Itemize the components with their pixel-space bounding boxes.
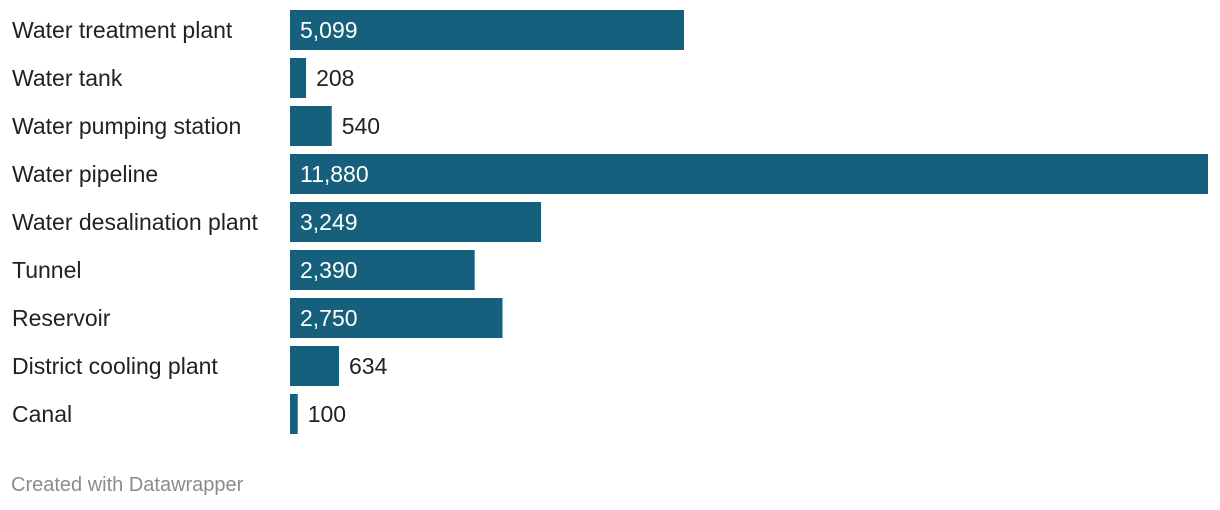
bar-canal [290, 394, 298, 434]
category-label-reservoir: Reservoir [12, 305, 111, 331]
category-label-water-desalination-plant: Water desalination plant [12, 209, 259, 235]
category-label-water-treatment-plant: Water treatment plant [12, 17, 233, 43]
bar-water-pumping-station [290, 106, 332, 146]
datawrapper-credit: Created with Datawrapper [11, 474, 244, 496]
bar-water-pipeline [290, 154, 1208, 194]
value-label-water-tank: 208 [316, 65, 354, 91]
bar-reservoir [290, 298, 503, 338]
value-label-water-treatment-plant: 5,099 [300, 17, 358, 43]
value-label-reservoir: 2,750 [300, 305, 358, 331]
bar-water-desalination-plant [290, 202, 542, 242]
category-label-water-pipeline: Water pipeline [12, 161, 158, 187]
bar-district-cooling-plant [290, 346, 339, 386]
value-label-water-pumping-station: 540 [342, 113, 380, 139]
value-label-water-desalination-plant: 3,249 [300, 209, 358, 235]
value-label-water-pipeline: 11,880 [300, 161, 369, 187]
value-label-district-cooling-plant: 634 [349, 353, 388, 379]
bar-chart: Water treatment plant 5,099 Water tank 208 W… [12, 10, 1208, 434]
category-label-tunnel: Tunnel [12, 257, 81, 283]
category-label-water-pumping-station: Water pumping station [12, 113, 241, 139]
category-label-canal: Canal [12, 401, 72, 427]
bar-water-tank [290, 58, 307, 98]
bar-water-treatment-plant [290, 10, 685, 50]
category-label-district-cooling-plant: District cooling plant [12, 353, 218, 379]
value-label-canal: 100 [308, 401, 346, 427]
category-label-water-tank: Water tank [12, 65, 123, 91]
value-label-tunnel: 2,390 [300, 257, 358, 283]
bar-tunnel [290, 250, 475, 290]
